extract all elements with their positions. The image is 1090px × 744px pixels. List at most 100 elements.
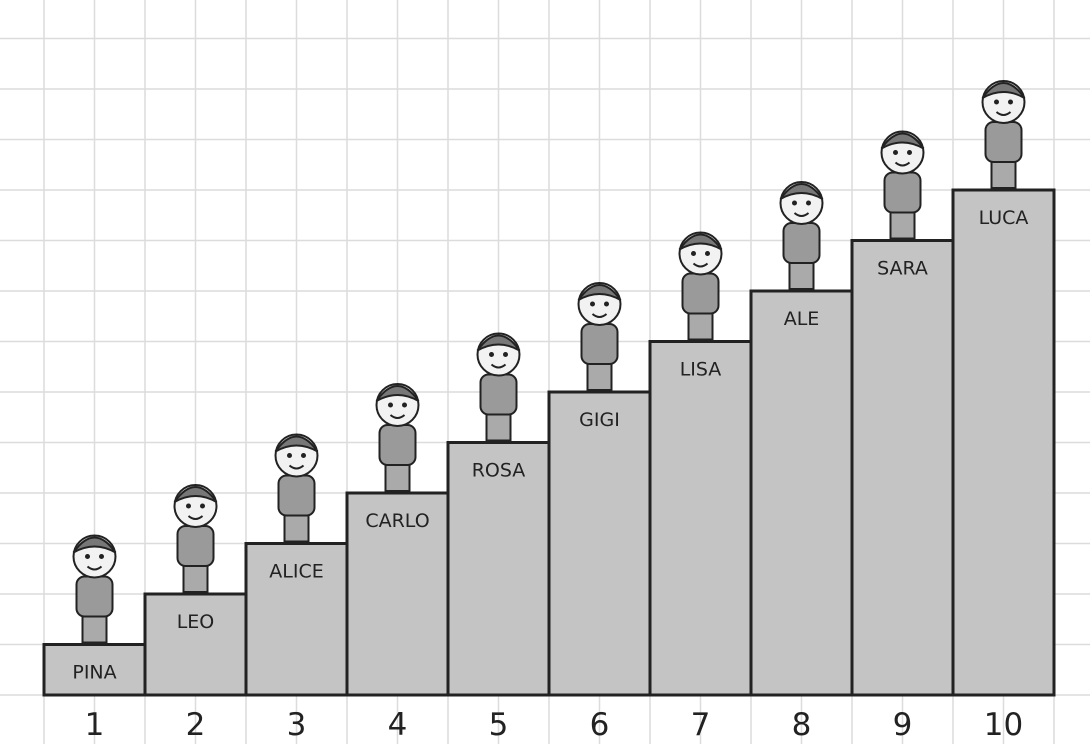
character (880, 130, 925, 240)
character-body (883, 171, 922, 214)
character (476, 332, 521, 442)
step (446, 441, 551, 697)
character-eye (994, 99, 999, 105)
character-body (277, 474, 316, 517)
character (678, 231, 723, 341)
step-number: 3 (287, 707, 307, 743)
step (951, 188, 1056, 697)
step-name: GIGI (579, 409, 620, 431)
step (143, 592, 248, 697)
character-body (75, 575, 114, 618)
step (42, 643, 147, 697)
character (72, 534, 117, 644)
character-legs (81, 613, 108, 644)
character-eye (99, 554, 104, 559)
step (547, 390, 652, 697)
character-legs (283, 512, 310, 543)
character (779, 181, 824, 290)
character-eye (893, 150, 898, 155)
character-eye (705, 251, 710, 256)
character-legs (485, 411, 512, 442)
step-number: 5 (489, 707, 509, 743)
step-number: 1 (85, 707, 105, 743)
character-eye (85, 554, 90, 559)
character-mouth (793, 212, 810, 217)
character-eye (806, 200, 811, 206)
character (173, 484, 218, 593)
step-number: 4 (388, 707, 408, 743)
character-hair (981, 82, 1026, 99)
character-mouth (86, 565, 103, 571)
character-eye (388, 402, 393, 408)
character-eye (186, 503, 191, 509)
step-number: 7 (691, 707, 711, 743)
character-eye (792, 200, 797, 206)
step-number: 8 (792, 707, 812, 743)
step-name: ROSA (472, 460, 526, 482)
character-eye (691, 251, 696, 256)
steps: PINA 1 LEO 2 ALICE 3 CARLO 4 ROSA 5 GIGI 6 LISA 7 ALE 8… (42, 80, 1056, 743)
character-hair (173, 486, 218, 503)
character-eye (503, 352, 508, 357)
character-eye (402, 402, 407, 408)
character-mouth (894, 161, 911, 167)
step-name: CARLO (365, 510, 429, 532)
character-hair (577, 284, 622, 301)
character-mouth (591, 313, 608, 318)
character-hair (72, 536, 117, 554)
character-mouth (490, 363, 507, 369)
character-body (782, 222, 821, 264)
step (345, 491, 450, 697)
character-body (681, 272, 720, 315)
step (244, 542, 349, 697)
character-legs (182, 563, 209, 593)
step (648, 340, 753, 697)
character-legs (990, 159, 1017, 189)
step-number: 6 (590, 707, 610, 743)
character-mouth (389, 414, 406, 419)
step-number: 2 (186, 707, 206, 743)
character-body (378, 424, 417, 466)
character-mouth (692, 262, 709, 268)
character (274, 433, 319, 543)
character-legs (384, 462, 411, 492)
character-eye (200, 503, 205, 509)
character-hair (880, 132, 925, 150)
character (577, 282, 622, 391)
character-eye (489, 352, 494, 357)
character-mouth (995, 111, 1012, 116)
step-name: SARA (877, 258, 928, 280)
character-legs (586, 361, 613, 391)
character-eye (287, 453, 292, 458)
character-hair (678, 233, 723, 251)
step-name: LISA (680, 359, 722, 381)
character-body (176, 525, 215, 567)
step-number: 9 (893, 707, 913, 743)
character-mouth (288, 464, 305, 470)
character-legs (788, 260, 815, 290)
step-name: LEO (177, 611, 215, 633)
character-hair (274, 435, 319, 453)
step-number: 10 (984, 707, 1023, 743)
character (375, 383, 420, 492)
character-hair (779, 183, 824, 200)
character-hair (375, 385, 420, 402)
step (749, 289, 854, 697)
character-mouth (187, 515, 204, 520)
step-name: PINA (72, 662, 116, 684)
character-eye (1008, 99, 1013, 105)
character-legs (889, 209, 916, 240)
character-eye (301, 453, 306, 458)
step (850, 239, 955, 697)
character-legs (687, 310, 714, 341)
character-eye (590, 301, 595, 307)
step-name: ALICE (269, 561, 323, 583)
character-body (479, 373, 518, 416)
step-name: ALE (784, 308, 820, 330)
character-hair (476, 334, 521, 352)
character (981, 80, 1026, 189)
character-body (984, 121, 1023, 163)
character-body (580, 323, 619, 365)
step-name: LUCA (979, 207, 1029, 229)
